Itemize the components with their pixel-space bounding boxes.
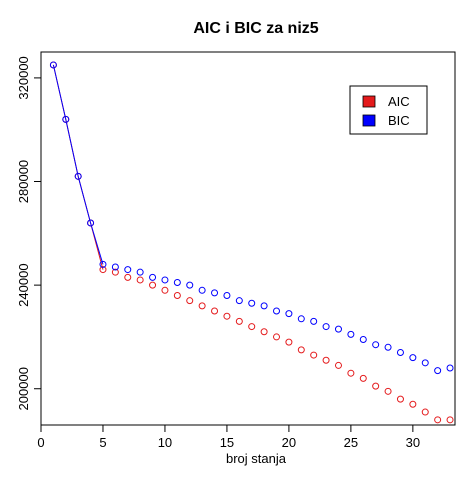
data-point-bic [99,260,107,268]
data-point-bic [198,286,206,294]
data-point-aic [260,328,268,336]
data-point-bic [248,299,256,307]
data-point-aic [434,416,442,424]
data-point-bic [136,268,144,276]
data-point-bic [297,315,305,323]
data-point-aic [421,408,429,416]
data-point-aic [99,266,107,274]
data-point-bic [347,330,355,338]
data-point-aic [322,356,330,364]
connecting-lines [52,64,104,270]
data-point-bic [111,263,119,271]
data-point-aic [334,361,342,369]
data-point-bic [186,281,194,289]
data-point-aic [396,395,404,403]
data-point-aic [446,416,454,424]
x-tick-label: 0 [37,435,44,450]
data-point-bic [273,307,281,315]
x-tick-label: 5 [99,435,106,450]
data-point-aic [136,276,144,284]
data-point-bic [124,266,132,274]
data-point-aic [124,273,132,281]
data-point-bic [322,323,330,331]
data-point-bic [409,354,417,362]
y-tick-label: 320000 [16,56,31,99]
data-point-aic [186,297,194,305]
x-axis: 0 5 10 15 20 25 30 [37,424,420,450]
data-point-bic [161,276,169,284]
data-point-aic [161,286,169,294]
data-point-bic [62,115,70,123]
data-point-bic [74,172,82,180]
data-point-bic [223,291,231,299]
data-point-aic [285,338,293,346]
y-tick-label: 200000 [16,367,31,410]
series-line-bic [52,64,104,265]
y-tick-label: 280000 [16,160,31,203]
data-point-bic [49,61,57,69]
x-tick-label: 15 [220,435,234,450]
x-axis-label: broj stanja [226,451,287,466]
data-point-bic [384,343,392,351]
data-point-bic [421,359,429,367]
data-point-bic [211,289,219,297]
data-point-aic [273,333,281,341]
data-point-aic [248,323,256,331]
data-point-bic [359,336,367,344]
data-point-aic [297,346,305,354]
x-tick-label: 10 [158,435,172,450]
data-point-bic [434,367,442,375]
data-point-aic [372,382,380,390]
data-point-bic [235,297,243,305]
data-point-aic [347,369,355,377]
data-point-bic [87,219,95,227]
data-point-bic [396,348,404,356]
legend-label-aic: AIC [388,94,410,109]
data-point-aic [384,387,392,395]
data-point-aic [359,374,367,382]
legend-swatch-bic [362,114,376,127]
legend-label-bic: BIC [388,113,410,128]
data-point-aic [173,291,181,299]
data-point-aic [211,307,219,315]
y-tick-label: 240000 [16,263,31,306]
data-point-bic [285,310,293,318]
data-point-aic [149,281,157,289]
data-point-bic [334,325,342,333]
data-point-bic [173,279,181,287]
data-point-aic [235,317,243,325]
chart-title: AIC i BIC za niz5 [193,20,318,37]
x-tick-label: 25 [344,435,358,450]
data-point-bic [446,364,454,372]
data-point-aic [310,351,318,359]
data-point-aic [111,268,119,276]
data-point-bic [310,317,318,325]
legend-swatch-aic [362,95,376,108]
x-tick-label: 20 [282,435,296,450]
data-points [49,61,454,424]
legend: AIC BIC [349,85,428,135]
data-point-aic [409,400,417,408]
data-point-aic [198,302,206,310]
data-point-aic [223,312,231,320]
data-point-bic [372,341,380,349]
data-point-bic [149,273,157,281]
data-point-bic [260,302,268,310]
y-axis: 200000 240000 280000 320000 [16,56,42,410]
x-tick-label: 30 [406,435,420,450]
